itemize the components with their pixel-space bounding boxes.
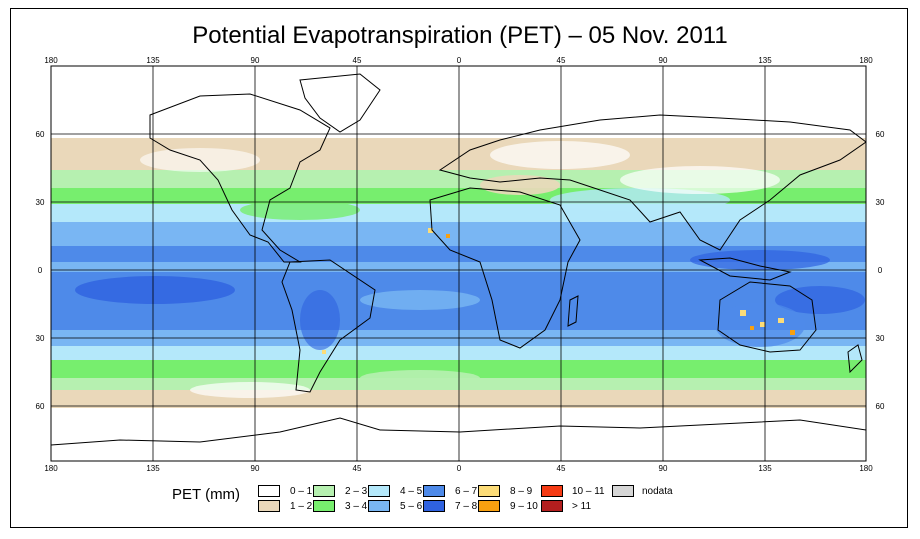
lon-tick-top: 0 xyxy=(457,56,462,65)
lon-ticks-top: 180 135 90 45 0 45 90 135 180 xyxy=(44,56,873,65)
lat-tick-right: 60 xyxy=(876,402,885,411)
lat-tick-left: 30 xyxy=(36,198,45,207)
legend-swatch xyxy=(478,485,500,497)
map-title: Potential Evapotranspiration (PET) – 05 … xyxy=(192,22,728,49)
lat-tick-right: 30 xyxy=(876,198,885,207)
legend-label: 2 – 3 xyxy=(345,486,368,497)
graticule xyxy=(51,66,866,461)
legend-swatch xyxy=(541,485,563,497)
legend-swatch xyxy=(541,500,563,512)
lat-ticks-right: 60 30 0 30 60 xyxy=(876,130,885,411)
legend-label: 3 – 4 xyxy=(345,501,368,512)
legend-label: 7 – 8 xyxy=(455,501,478,512)
legend-swatch xyxy=(423,500,445,512)
lat-tick-right: 30 xyxy=(876,334,885,343)
lon-tick-top: 90 xyxy=(251,56,260,65)
legend-label: 4 – 5 xyxy=(400,486,423,497)
lon-tick-top: 90 xyxy=(659,56,668,65)
lat-tick-left: 0 xyxy=(38,266,43,275)
lat-tick-left: 30 xyxy=(36,334,45,343)
lon-tick-bottom: 180 xyxy=(44,464,58,473)
lon-tick-top: 45 xyxy=(353,56,362,65)
legend-swatch xyxy=(368,485,390,497)
lat-tick-left: 60 xyxy=(36,402,45,411)
legend-title: PET (mm) xyxy=(172,486,241,503)
lon-ticks-bottom: 180 135 90 45 0 45 90 135 180 xyxy=(44,464,873,473)
pet-field xyxy=(51,66,866,461)
legend-swatch xyxy=(423,485,445,497)
lat-tick-right: 0 xyxy=(878,266,883,275)
legend-label: 6 – 7 xyxy=(455,486,478,497)
legend-swatch xyxy=(612,485,634,497)
lon-tick-bottom: 45 xyxy=(353,464,362,473)
band-1-2-south xyxy=(51,390,866,408)
legend-label: > 11 xyxy=(572,501,591,512)
lat-tick-left: 60 xyxy=(36,130,45,139)
legend-label: 9 – 10 xyxy=(510,501,538,512)
legend-swatch xyxy=(313,485,335,497)
lon-tick-bottom: 135 xyxy=(758,464,772,473)
legend-label: 0 – 1 xyxy=(290,486,313,497)
legend-swatch xyxy=(368,500,390,512)
lon-tick-bottom: 0 xyxy=(457,464,462,473)
legend-swatch xyxy=(258,485,280,497)
legend-label: nodata xyxy=(642,486,673,497)
coastlines xyxy=(51,73,866,446)
lon-tick-top: 180 xyxy=(859,56,873,65)
lon-tick-bottom: 180 xyxy=(859,464,873,473)
lon-tick-top: 45 xyxy=(557,56,566,65)
lat-tick-right: 60 xyxy=(876,130,885,139)
lon-tick-bottom: 45 xyxy=(557,464,566,473)
legend-swatch xyxy=(258,500,280,512)
lon-tick-bottom: 135 xyxy=(146,464,160,473)
legend-label: 8 – 9 xyxy=(510,486,533,497)
legend-swatch xyxy=(478,500,500,512)
lon-tick-bottom: 90 xyxy=(251,464,260,473)
map-border xyxy=(50,65,867,462)
lat-ticks-left: 60 30 0 30 60 xyxy=(36,130,45,411)
legend-label: 1 – 2 xyxy=(290,501,313,512)
lon-tick-top: 135 xyxy=(146,56,160,65)
legend-label: 5 – 6 xyxy=(400,501,423,512)
legend-swatch xyxy=(313,500,335,512)
lon-tick-top: 180 xyxy=(44,56,58,65)
lon-tick-bottom: 90 xyxy=(659,464,668,473)
lon-tick-top: 135 xyxy=(758,56,772,65)
legend-label: 10 – 11 xyxy=(572,486,605,497)
